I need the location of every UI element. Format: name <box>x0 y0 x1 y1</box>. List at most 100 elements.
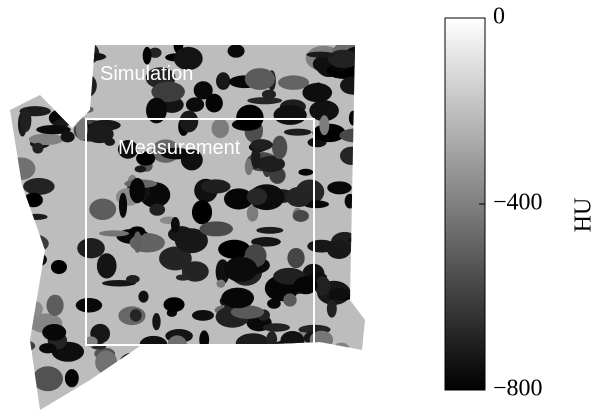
tissue-spot <box>327 299 337 317</box>
tissue-spot <box>135 166 147 173</box>
tissue-spot <box>236 105 263 130</box>
tissue-spot <box>33 366 63 391</box>
tissue-spot <box>267 299 281 309</box>
tissue-spot <box>139 367 175 377</box>
tissue-spot <box>302 83 332 102</box>
tissue-spot <box>200 389 227 407</box>
tissue-spot <box>15 222 27 238</box>
tissue-spot <box>347 237 369 243</box>
tissue-spot <box>349 111 358 126</box>
tissue-spot <box>76 389 91 399</box>
tissue-spot <box>326 388 355 404</box>
tissue-spot <box>104 138 115 146</box>
tissue-spot <box>18 85 30 103</box>
tissue-spot <box>26 214 48 220</box>
tissue-spot <box>186 97 204 111</box>
tissue-spot <box>287 248 304 268</box>
tissue-spot <box>67 55 78 74</box>
tissue-spot <box>263 323 290 331</box>
tissue-spot <box>340 147 364 165</box>
tissue-spot <box>77 387 89 401</box>
tissue-spot <box>334 392 369 407</box>
tissue-spot <box>262 90 276 99</box>
tissue-spot <box>244 374 266 381</box>
tissue-spot <box>334 362 359 379</box>
tissue-spot <box>327 181 351 194</box>
tissue-spot <box>199 221 232 236</box>
tissue-spot <box>247 97 282 104</box>
tissue-spot <box>284 129 312 136</box>
tissue-spot <box>23 178 55 195</box>
tissue-spot <box>201 179 230 193</box>
tissue-spot <box>29 134 64 146</box>
tissue-spot <box>286 187 312 207</box>
tissue-spot <box>46 295 63 316</box>
tissue-spot <box>6 340 36 352</box>
tissue-spot <box>155 344 182 361</box>
tissue-spot <box>319 115 329 135</box>
tissue-spot <box>21 108 32 132</box>
tissue-spot <box>24 193 43 208</box>
colorbar-tick-label: 0 <box>493 4 505 30</box>
tissue-spot <box>59 69 85 78</box>
tissue-spot <box>66 65 90 81</box>
tissue-spot <box>212 118 229 138</box>
tissue-spot <box>51 260 67 274</box>
colorbar-tick-label: −400 <box>493 190 543 216</box>
tissue-spot <box>327 240 351 259</box>
tissue-spot <box>273 105 306 125</box>
tissue-spot <box>13 251 47 269</box>
tissue-spot <box>354 69 362 75</box>
figure: Simulation Measurement HU 0−400−800 <box>0 0 612 412</box>
tissue-spot <box>119 352 154 374</box>
tissue-spot <box>199 330 209 349</box>
tissue-spot <box>129 178 145 203</box>
tissue-spot <box>247 188 268 205</box>
tissue-spot <box>149 204 165 216</box>
tissue-spot <box>306 52 334 58</box>
tissue-spot <box>39 42 70 65</box>
tissue-spot <box>283 293 297 306</box>
tissue-spot <box>333 343 350 357</box>
tissue-spot <box>29 302 42 317</box>
tissue-spot <box>219 375 239 386</box>
tissue-spot <box>221 288 254 309</box>
tissue-spot <box>152 313 160 330</box>
image-label: Measurement <box>118 137 241 159</box>
tissue-spot <box>150 375 167 392</box>
tissue-spot <box>36 75 63 93</box>
tissue-spot <box>77 238 105 258</box>
tissue-spot <box>245 68 275 90</box>
ct-image <box>6 36 375 410</box>
tissue-spot <box>278 75 309 89</box>
tissue-spot <box>61 131 75 142</box>
tissue-spot <box>317 366 325 377</box>
tissue-spot <box>89 381 113 400</box>
tissue-spot <box>99 230 129 236</box>
tissue-spot <box>81 49 93 61</box>
tissue-spot <box>7 157 36 180</box>
tissue-spot <box>222 355 248 364</box>
tissue-spot <box>39 343 56 353</box>
tissue-spot <box>339 360 352 376</box>
tissue-spot <box>215 383 243 401</box>
tissue-spot <box>17 362 26 386</box>
tissue-spot <box>76 298 102 313</box>
tissue-spot <box>138 291 148 303</box>
tissue-spot <box>192 200 212 224</box>
tissue-spot <box>236 333 270 353</box>
tissue-spot <box>58 77 74 96</box>
image-label: Simulation <box>100 63 193 85</box>
tissue-spot <box>89 199 116 220</box>
tissue-spot <box>31 38 60 54</box>
tissue-spot <box>340 76 366 94</box>
tissue-spot <box>133 231 141 252</box>
tissue-spot <box>180 111 199 133</box>
tissue-spot <box>130 309 142 321</box>
tissue-spot <box>176 274 190 280</box>
tissue-spot <box>224 257 257 282</box>
tissue-spot <box>42 324 66 341</box>
tissue-spot <box>248 393 272 403</box>
tissue-spot <box>65 369 79 387</box>
tissue-spot <box>6 368 34 385</box>
